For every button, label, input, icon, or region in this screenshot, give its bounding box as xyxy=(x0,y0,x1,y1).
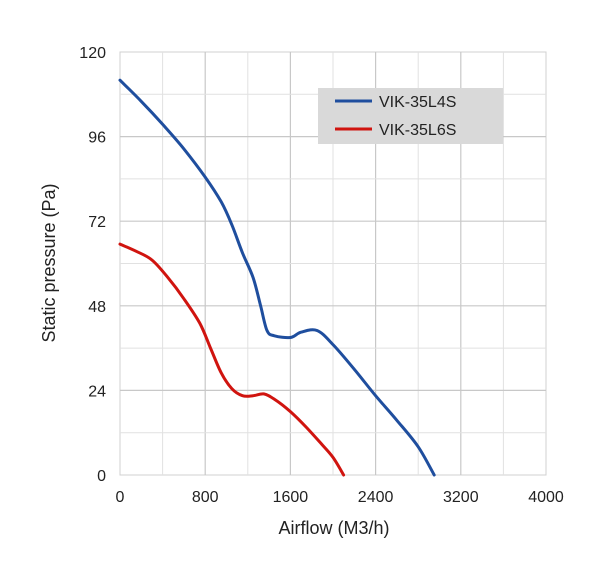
x-tick-label: 3200 xyxy=(443,489,479,506)
y-axis-label: Static pressure (Pa) xyxy=(39,183,59,342)
y-tick-label: 24 xyxy=(88,383,106,400)
x-tick-label: 800 xyxy=(192,489,219,506)
x-tick-label: 4000 xyxy=(528,489,564,506)
x-tick-label: 0 xyxy=(116,489,125,506)
y-tick-label: 72 xyxy=(88,214,106,231)
y-tick-label: 120 xyxy=(79,45,106,62)
x-tick-label: 2400 xyxy=(358,489,394,506)
y-tick-label: 0 xyxy=(97,468,106,485)
legend-box xyxy=(318,88,503,144)
legend-label-vik-35l6s: VIK-35L6S xyxy=(379,122,456,139)
series-layer xyxy=(118,78,436,477)
y-tick-label: 96 xyxy=(88,130,106,147)
legend: VIK-35L4S VIK-35L6S xyxy=(318,88,503,144)
y-tick-labels: 0 24 48 72 96 120 xyxy=(79,45,106,485)
series-line-vik-35l6s xyxy=(118,242,346,477)
y-tick-label: 48 xyxy=(88,299,106,316)
legend-label-vik-35l4s: VIK-35L4S xyxy=(379,94,456,111)
x-axis-label: Airflow (M3/h) xyxy=(278,518,389,538)
x-tick-label: 1600 xyxy=(273,489,309,506)
x-tick-labels: 0 800 1600 2400 3200 4000 xyxy=(116,489,564,506)
series-line-vik-35l4s xyxy=(118,78,436,477)
